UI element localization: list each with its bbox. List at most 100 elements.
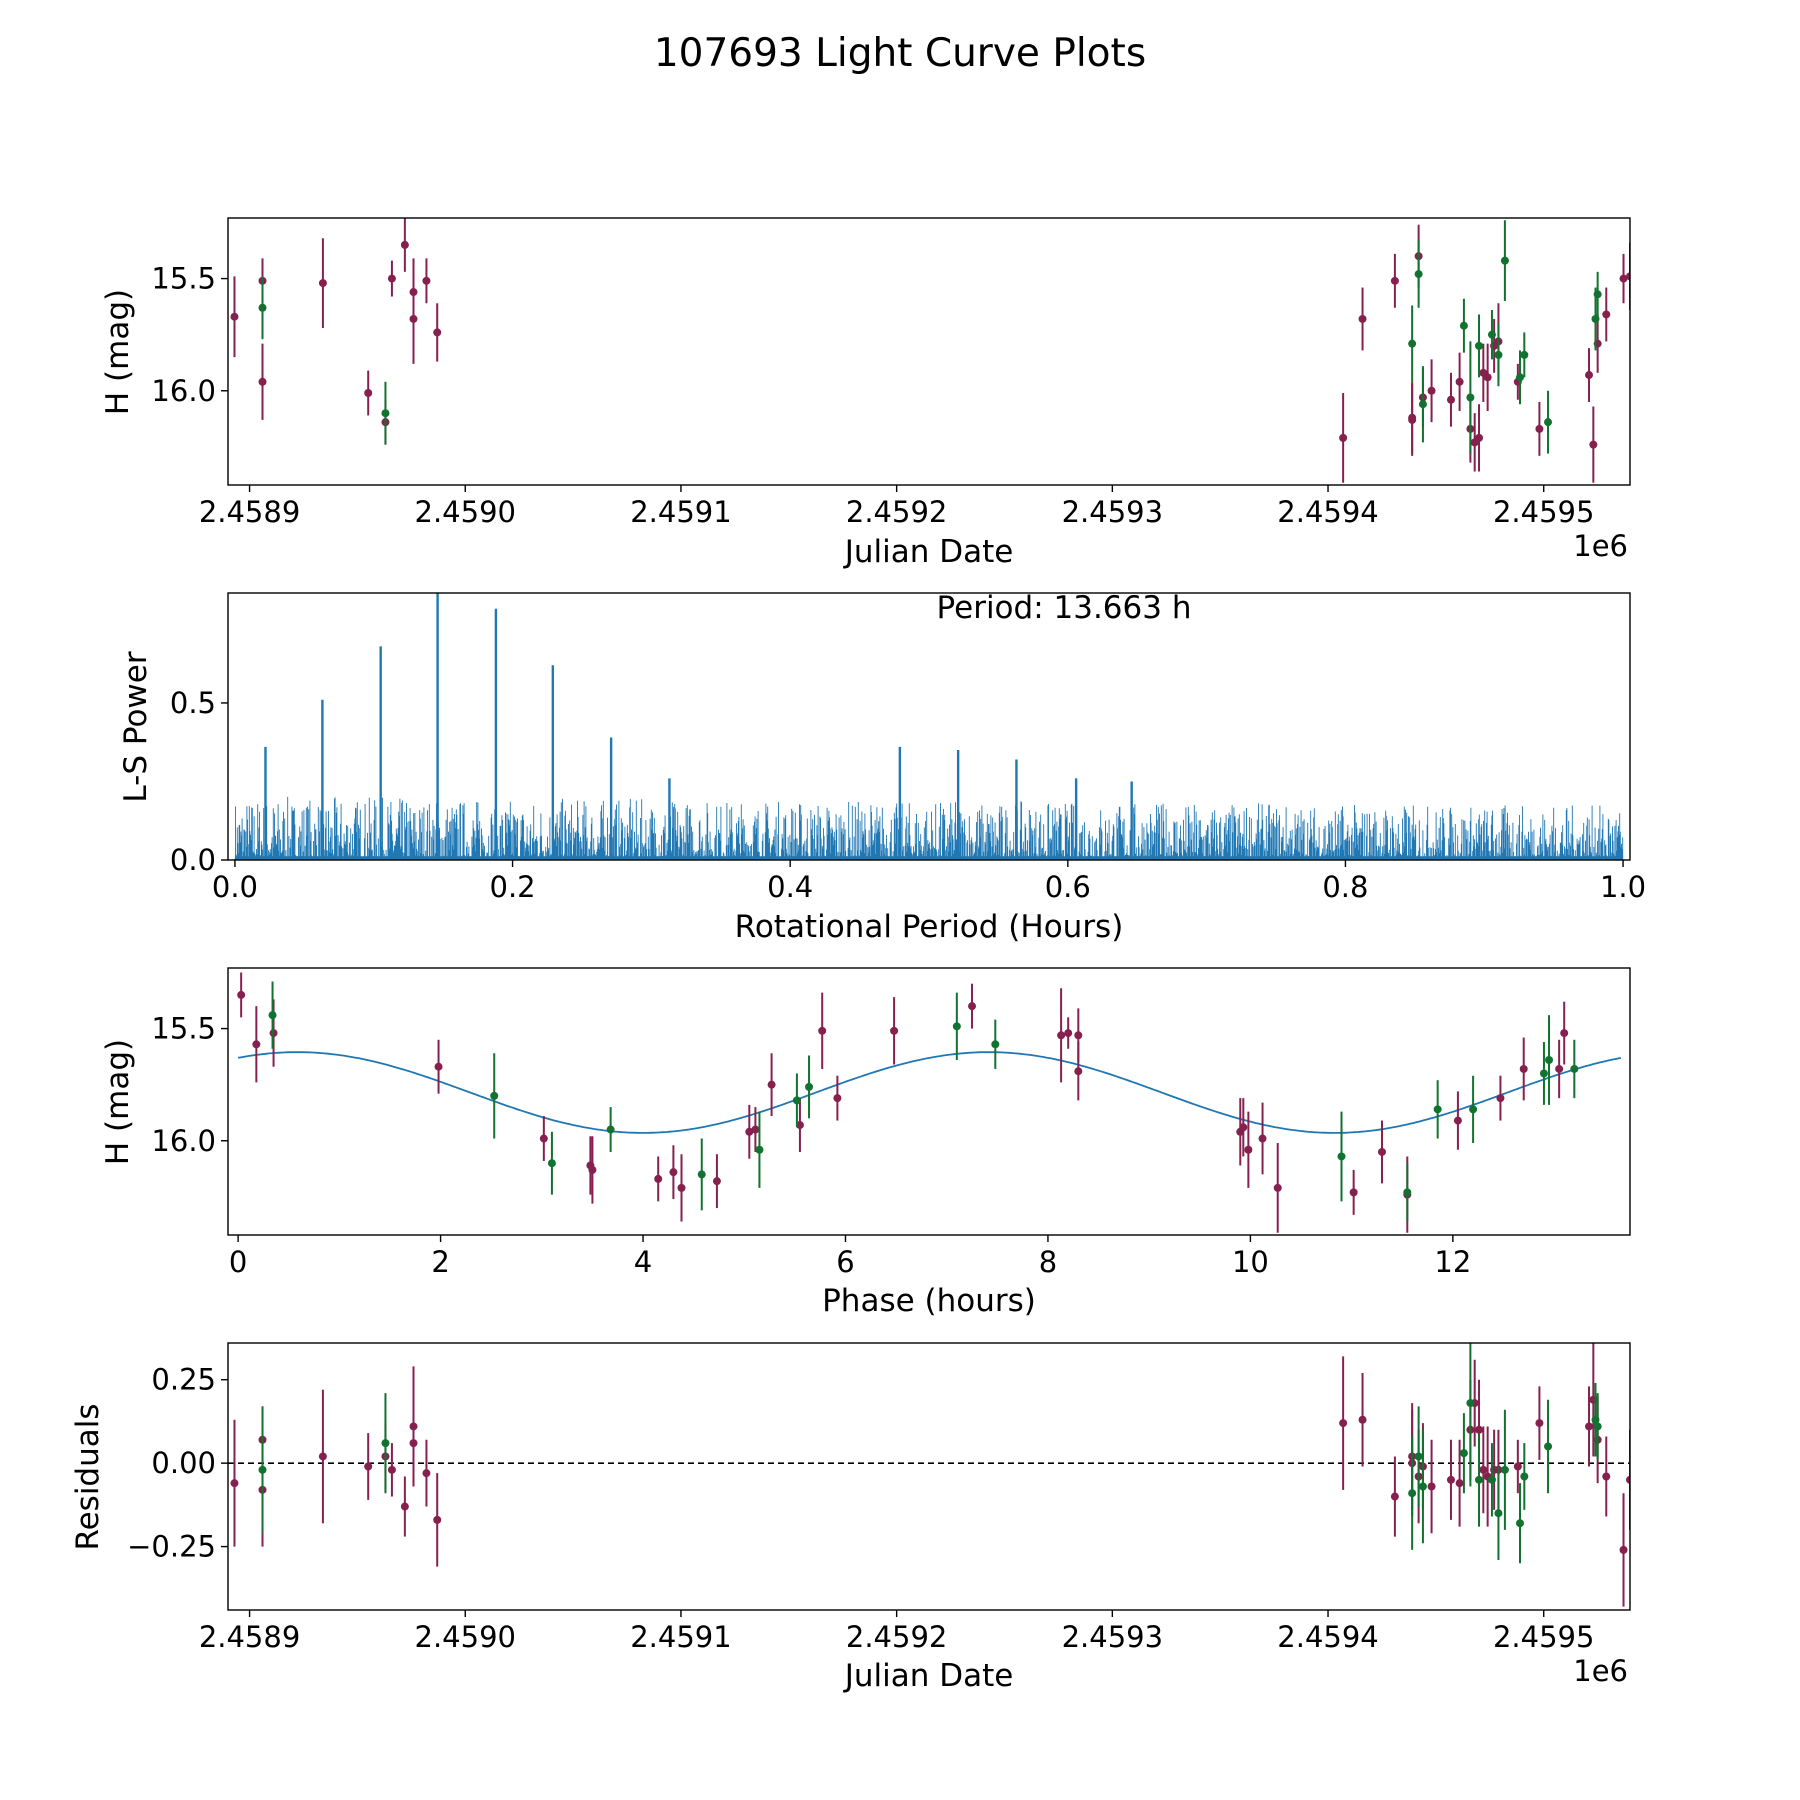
red-data-point xyxy=(1239,1123,1248,1132)
phased-plot-area xyxy=(237,972,1622,1233)
red-data-point xyxy=(364,1462,373,1471)
phased-x-tick-label: 2 xyxy=(431,1245,449,1279)
red-data-point xyxy=(422,276,431,285)
green-data-point xyxy=(1544,1442,1553,1451)
green-data-point xyxy=(1418,1482,1427,1491)
green-data-point xyxy=(1515,1519,1524,1528)
green-data-point xyxy=(697,1170,706,1179)
green-data-point xyxy=(1475,1475,1484,1484)
red-data-point xyxy=(890,1026,899,1035)
red-data-point xyxy=(1602,310,1611,319)
red-data-point xyxy=(1585,1422,1594,1431)
red-data-point xyxy=(1358,1415,1367,1424)
red-data-point xyxy=(1339,1419,1348,1428)
green-data-point xyxy=(991,1040,1000,1049)
residuals-x-tick-label: 2.4594 xyxy=(1277,1620,1378,1654)
periodogram-y-label: L-S Power xyxy=(118,651,154,802)
red-data-point xyxy=(795,1121,804,1130)
green-data-point xyxy=(1500,1465,1509,1474)
light-curve-x-tick-label: 2.4595 xyxy=(1493,495,1594,529)
red-data-point xyxy=(433,1515,442,1524)
red-data-point xyxy=(1513,1462,1522,1471)
residuals-x-tick-label: 2.4592 xyxy=(846,1620,947,1654)
green-data-point xyxy=(268,1011,277,1020)
phased-y-tick-label: 16.0 xyxy=(151,1124,216,1158)
green-data-point xyxy=(381,1439,390,1448)
red-data-point xyxy=(318,1452,327,1461)
red-data-point xyxy=(1626,272,1630,281)
green-data-point xyxy=(1403,1188,1412,1197)
periodogram-axes-frame xyxy=(227,592,1631,861)
residuals-plot-area xyxy=(228,1343,1630,1607)
light-curve-y-label: H (mag) xyxy=(100,289,136,415)
green-data-point xyxy=(1500,256,1509,265)
green-data-point xyxy=(381,409,390,418)
red-data-point xyxy=(1339,433,1348,442)
red-data-point xyxy=(1535,1419,1544,1428)
light-curve-y-tick-label: 16.0 xyxy=(151,374,216,408)
residuals-y-tick-label: 0.25 xyxy=(151,1363,216,1397)
phased-x-tick-label: 10 xyxy=(1232,1245,1269,1279)
green-data-point xyxy=(1337,1152,1346,1161)
red-data-point xyxy=(1483,373,1492,382)
red-data-point xyxy=(539,1134,548,1143)
red-data-point xyxy=(409,314,418,323)
green-data-point xyxy=(1459,321,1468,330)
red-data-point xyxy=(1555,1064,1564,1073)
light-curve-x-tick-label: 2.4590 xyxy=(415,495,516,529)
red-data-point xyxy=(1427,386,1436,395)
residuals-x-label: Julian Date xyxy=(843,1658,1014,1694)
red-data-point xyxy=(654,1174,663,1183)
green-data-point xyxy=(1593,1422,1602,1431)
red-data-point xyxy=(712,1177,721,1186)
red-data-point xyxy=(1390,1492,1399,1501)
green-data-point xyxy=(1433,1105,1442,1114)
red-data-point xyxy=(1427,1482,1436,1491)
light-curve-x-tick-label: 2.4591 xyxy=(630,495,731,529)
red-data-point xyxy=(745,1127,754,1136)
red-data-point xyxy=(269,1029,278,1038)
red-data-point xyxy=(1074,1067,1083,1076)
green-data-point xyxy=(1544,418,1553,427)
red-data-point xyxy=(1560,1029,1569,1038)
red-data-point xyxy=(1074,1031,1083,1040)
red-data-point xyxy=(833,1094,842,1103)
green-data-point xyxy=(1408,1489,1417,1498)
light-curve-x-tick-label: 2.4594 xyxy=(1277,495,1378,529)
red-data-point xyxy=(1585,371,1594,380)
phased-x-tick-label: 12 xyxy=(1434,1245,1471,1279)
residuals-y-tick-label: −0.25 xyxy=(127,1530,216,1564)
green-data-point xyxy=(1515,373,1524,382)
green-data-point xyxy=(1487,1475,1496,1484)
red-data-point xyxy=(1475,1425,1484,1434)
residuals-x-tick-label: 2.4591 xyxy=(630,1620,731,1654)
residuals-x-offset: 1e6 xyxy=(1573,1654,1628,1688)
residuals-y-tick-label: 0.00 xyxy=(151,1446,216,1480)
residuals-x-tick-label: 2.4593 xyxy=(1062,1620,1163,1654)
green-data-point xyxy=(1459,1449,1468,1458)
green-data-point xyxy=(792,1096,801,1105)
light-curve-plot-area xyxy=(230,218,1630,483)
red-data-point xyxy=(818,1026,827,1035)
red-data-point xyxy=(433,328,442,337)
red-data-point xyxy=(1446,395,1455,404)
red-data-point xyxy=(1602,1472,1611,1481)
red-data-point xyxy=(1349,1188,1358,1197)
red-data-point xyxy=(1535,424,1544,433)
red-data-point xyxy=(1377,1147,1386,1156)
model-fit-curve xyxy=(237,1051,1622,1134)
period-annotation: Period: 13.663 h xyxy=(937,590,1192,626)
red-data-point xyxy=(1273,1183,1282,1192)
red-data-point xyxy=(422,1469,431,1478)
green-data-point xyxy=(490,1091,499,1100)
residuals-x-tick-label: 2.4589 xyxy=(199,1620,300,1654)
light-curve-x-offset: 1e6 xyxy=(1573,529,1628,563)
periodogram-x-tick-label: 0.6 xyxy=(1045,870,1091,904)
red-data-point xyxy=(1244,1145,1253,1154)
red-data-point xyxy=(364,389,373,398)
light-curve-panel: Julian Date H (mag) 1e6 2.4589 2.4590 2.45… xyxy=(100,217,1631,570)
green-data-point xyxy=(1520,350,1529,359)
red-data-point xyxy=(968,1002,977,1011)
green-data-point xyxy=(1570,1064,1579,1073)
